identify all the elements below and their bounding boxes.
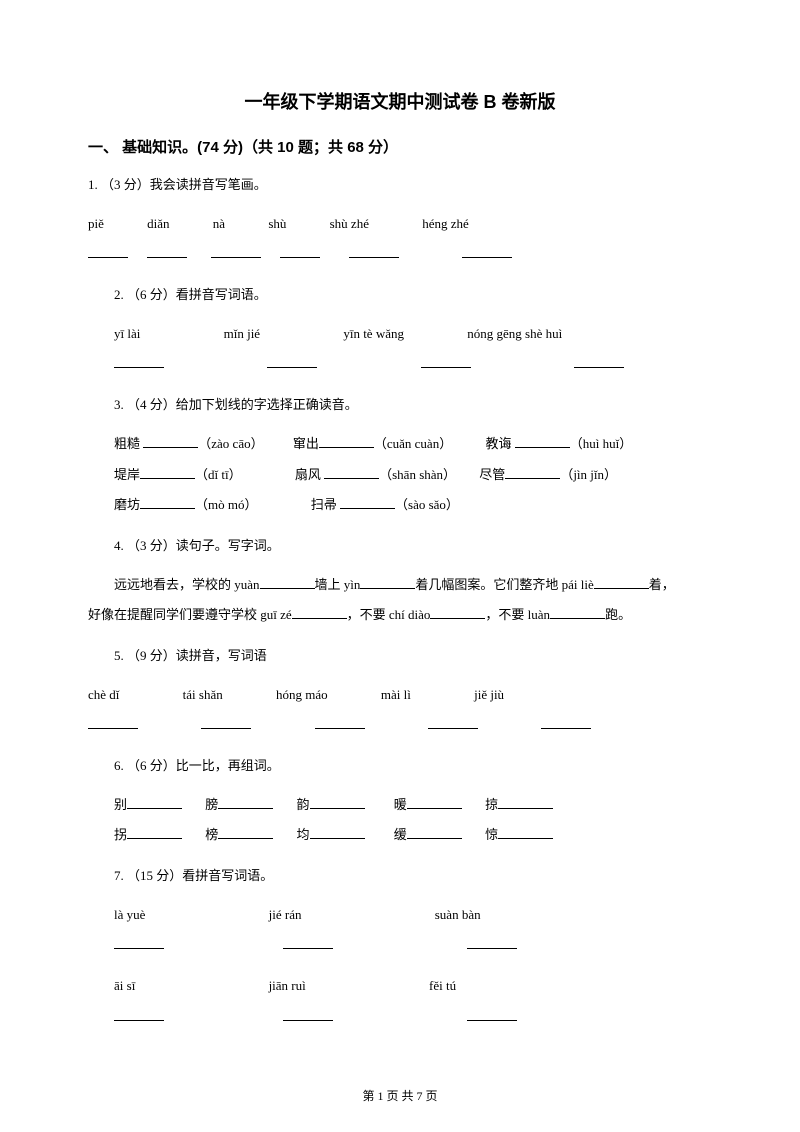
q5-label: 5. （9 分）读拼音，写词语	[88, 644, 712, 669]
q1-p4: shù	[268, 216, 286, 231]
q4-t4: 着，	[649, 577, 675, 592]
q7-b3: fěi tú	[429, 978, 456, 993]
q6-b1: 拐	[114, 827, 127, 842]
q7-blanks2	[88, 1005, 712, 1030]
q2-p2: mǐn jié	[224, 326, 260, 341]
q3-b1p: （dǐ tī）	[195, 467, 242, 482]
q3-a1: 粗糙	[114, 436, 140, 451]
q4-line2: 好像在提醒同学们要遵守学校 guī zé ，不要 chí diào ，不要 luàn…	[88, 603, 712, 628]
q3-b3p: （jìn jǐn）	[560, 467, 617, 482]
q7-a1: là yuè	[114, 907, 145, 922]
q3-row1: 粗糙 （zào cāo） 窜出 （cuǎn cuàn） 教诲 （huì huǐ）	[88, 432, 712, 457]
q5-p3: hóng máo	[276, 687, 328, 702]
q4-t2: 墙上 yìn	[315, 577, 361, 592]
q2-blanks	[88, 352, 712, 377]
page-title: 一年级下学期语文期中测试卷 B 卷新版	[88, 88, 712, 114]
q1-label: 1. （3 分）我会读拼音写笔画。	[88, 173, 712, 198]
q4-t8: 跑。	[605, 607, 631, 622]
q3-label: 3. （4 分）给加下划线的字选择正确读音。	[88, 393, 712, 418]
q5-p1: chè dǐ	[88, 687, 119, 702]
q1-pinyin: piě diǎn nà shù shù zhé héng zhé	[88, 212, 712, 237]
q6-row1: 别 膀 韵 暖 掠	[88, 793, 712, 818]
q6-label: 6. （6 分）比一比，再组词。	[88, 754, 712, 779]
q7-b1: āi sī	[114, 978, 135, 993]
q2-pinyin: yī lài mǐn jié yīn tè wǎng nóng gēng shè…	[88, 322, 712, 347]
q4-t7: ，不要 luàn	[485, 607, 550, 622]
q5-p5: jiě jiù	[474, 687, 504, 702]
q7-a3: suàn bàn	[435, 907, 481, 922]
q6-a5: 掠	[485, 797, 498, 812]
q3-c1p: （mò mó）	[195, 497, 257, 512]
q7-row2: āi sī jiān ruì fěi tú	[88, 974, 712, 999]
q6-a4: 暖	[394, 797, 407, 812]
q6-b2: 榜	[205, 827, 218, 842]
q7-blanks1	[88, 933, 712, 958]
q1-p2: diǎn	[147, 216, 169, 231]
q6-b4: 缓	[394, 827, 407, 842]
q2-p1: yī lài	[114, 326, 140, 341]
q4-t1: 远远地看去，学校的 yuàn	[114, 577, 260, 592]
q4-t6: ，不要 chí diào	[347, 607, 431, 622]
q3-b2: 扇风	[295, 467, 321, 482]
q3-a2: 窜出	[293, 436, 319, 451]
page-footer: 第 1 页 共 7 页	[0, 1087, 800, 1104]
q6-b5: 惊	[485, 827, 498, 842]
q1-p5: shù zhé	[330, 216, 369, 231]
q6-a3: 韵	[297, 797, 310, 812]
q3-b3: 尽管	[479, 467, 505, 482]
q5-p2: tái shǎn	[183, 687, 223, 702]
section-header: 一、 基础知识。(74 分)（共 10 题；共 68 分）	[88, 136, 712, 157]
q3-a1p: （zào cāo）	[198, 436, 263, 451]
q6-a1: 别	[114, 797, 127, 812]
q3-c2p: （sào sǎo）	[395, 497, 459, 512]
q1-blanks	[88, 242, 712, 267]
q3-a3: 教诲	[485, 436, 511, 451]
q6-b3: 均	[297, 827, 310, 842]
q7-row1: là yuè jié rán suàn bàn	[88, 903, 712, 928]
q2-p4: nóng gēng shè huì	[467, 326, 562, 341]
q4-t3: 着几幅图案。它们整齐地 pái liè	[415, 577, 593, 592]
q1-p6: héng zhé	[422, 216, 469, 231]
q2-label: 2. （6 分）看拼音写词语。	[88, 283, 712, 308]
q3-a2p: （cuǎn cuàn）	[374, 436, 452, 451]
q3-b2p: （shān shàn）	[379, 467, 456, 482]
q3-c1: 磨坊	[114, 497, 140, 512]
q4-line1: 远远地看去，学校的 yuàn 墙上 yìn 着几幅图案。它们整齐地 pái liè 着…	[88, 573, 712, 598]
q4-t5: 好像在提醒同学们要遵守学校 guī zé	[88, 607, 292, 622]
q3-c2: 扫帚	[311, 497, 337, 512]
q1-p1: piě	[88, 216, 104, 231]
q4-label: 4. （3 分）读句子。写字词。	[88, 534, 712, 559]
q5-blanks	[88, 713, 712, 738]
q5-pinyin: chè dǐ tái shǎn hóng máo mài lì jiě jiù	[88, 683, 712, 708]
q3-a3p: （huì huǐ）	[570, 436, 632, 451]
q2-p3: yīn tè wǎng	[343, 326, 404, 341]
q3-b1: 堤岸	[114, 467, 140, 482]
q5-p4: mài lì	[381, 687, 411, 702]
q7-label: 7. （15 分）看拼音写词语。	[88, 864, 712, 889]
q6-row2: 拐 榜 均 缓 惊	[88, 823, 712, 848]
q1-p3: nà	[213, 216, 225, 231]
q3-row3: 磨坊 （mò mó） 扫帚 （sào sǎo）	[88, 493, 712, 518]
q6-a2: 膀	[205, 797, 218, 812]
q7-a2: jié rán	[269, 907, 302, 922]
q3-row2: 堤岸 （dǐ tī） 扇风 （shān shàn） 尽管 （jìn jǐn）	[88, 463, 712, 488]
q7-b2: jiān ruì	[269, 978, 306, 993]
